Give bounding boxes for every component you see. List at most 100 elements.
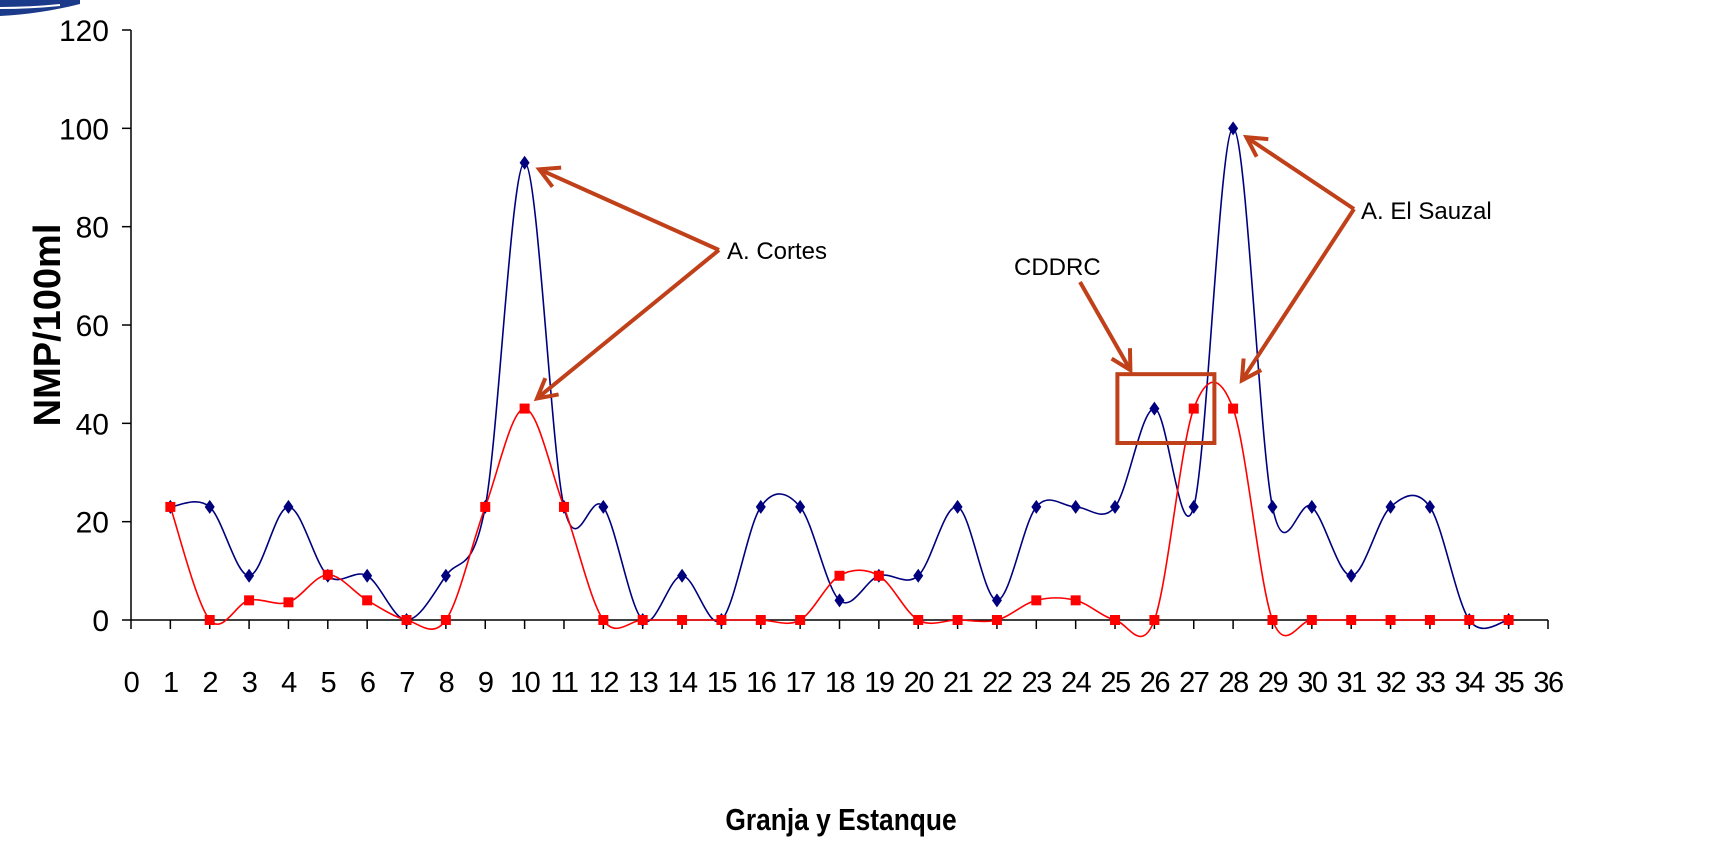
series-1-point: [1385, 499, 1396, 514]
x-tick-label: 19: [864, 667, 894, 699]
annotation-arrow: [1240, 207, 1356, 382]
series-2-point: [795, 615, 806, 625]
x-tick-label: 35: [1494, 667, 1524, 699]
x-tick-label: 5: [320, 667, 335, 699]
series-2-point: [1424, 615, 1435, 625]
annotation-arrow: [538, 167, 720, 252]
series-1-point: [755, 499, 766, 514]
series-1-point: [283, 499, 294, 514]
series-2-point: [716, 615, 727, 625]
x-tick-label: 10: [510, 667, 540, 699]
series-2-point: [1149, 615, 1160, 625]
x-tick-label: 6: [360, 667, 375, 699]
series-1-point: [204, 499, 215, 514]
y-tick-label: 60: [76, 310, 109, 343]
series-layer: [165, 121, 1514, 637]
series-1-point: [795, 499, 806, 514]
x-tick-label: 30: [1297, 667, 1327, 699]
y-tick-label: 80: [76, 212, 109, 245]
series-2-point: [1110, 615, 1121, 625]
series-2-point: [558, 501, 569, 512]
series-1-point: [1070, 499, 1081, 514]
series-1-point: [1228, 121, 1239, 136]
series-2-point: [1385, 615, 1396, 625]
series-2-point: [1031, 595, 1042, 606]
series-1-point: [1424, 499, 1435, 514]
series-1-point: [677, 568, 688, 583]
series-2-point: [1306, 615, 1317, 625]
series-2-point: [834, 570, 845, 581]
x-tick-label: 14: [667, 667, 698, 699]
series-2-point: [1503, 615, 1514, 625]
y-tick-label: 120: [59, 15, 109, 48]
x-tick-label: 2: [202, 667, 217, 699]
x-tick-label: 16: [746, 667, 776, 699]
x-tick-label: 28: [1218, 667, 1248, 699]
annotation-box: [1115, 372, 1217, 445]
x-tick-label: 18: [825, 667, 855, 699]
annotation-arrow: [1078, 281, 1133, 372]
series-1-point: [913, 568, 924, 583]
y-tick-label: 0: [92, 605, 109, 638]
series-1-point: [1267, 499, 1278, 514]
series-1-point: [362, 568, 373, 583]
y-tick-label: 20: [76, 507, 109, 540]
x-tick-label: 20: [904, 667, 934, 699]
series-2-point: [1188, 403, 1199, 414]
annotation-arrowhead: [1110, 348, 1133, 374]
x-tick-label: 25: [1100, 667, 1130, 699]
series-2-point: [322, 569, 333, 580]
series-1-point: [1306, 499, 1317, 514]
y-tick-label: 40: [76, 408, 109, 441]
annotation-label: CDDRC: [1014, 254, 1101, 281]
x-tick-label: 22: [982, 667, 1012, 699]
x-tick-label: 7: [399, 667, 414, 699]
series-2-point: [165, 501, 176, 512]
series-1-point: [519, 155, 530, 170]
annotation-label: A. Cortes: [727, 238, 827, 265]
x-tick-label: 36: [1533, 667, 1563, 699]
x-axis-ticks: 0 1 2 3 4 5 6 7 8 9 10 11 12 13 14 15 16 17 18 19 20 21 22 23 24…: [124, 620, 1564, 699]
series-2-point: [1464, 615, 1475, 625]
x-tick-label: 23: [1022, 667, 1052, 699]
x-axis-title: Granja y Estanque: [725, 803, 956, 837]
series-1-point: [834, 593, 845, 608]
series-1-point: [440, 568, 451, 583]
x-tick-label: 9: [478, 667, 493, 699]
x-tick-label: 4: [281, 667, 297, 699]
series-1-line: [170, 127, 1509, 630]
series-1-point: [991, 593, 1002, 608]
annotation-arrow: [535, 248, 721, 401]
x-tick-label: 29: [1258, 667, 1288, 699]
series-1-point: [1031, 499, 1042, 514]
series-2-point: [1070, 595, 1081, 606]
corner-logo-fragment: [0, 0, 80, 16]
series-2-point: [401, 615, 412, 625]
series-2-point: [204, 615, 215, 625]
x-tick-label: 11: [550, 667, 577, 699]
x-tick-label: 34: [1455, 667, 1486, 699]
x-tick-label: 1: [163, 667, 178, 699]
series-2-point: [362, 595, 373, 606]
series-2-point: [755, 615, 766, 625]
x-tick-label: 33: [1415, 667, 1445, 699]
annotation-layer: A. Cortes CDDRC A. El Sauzal: [533, 134, 1492, 445]
x-tick-label: 0: [124, 667, 139, 699]
series-2-point: [873, 570, 884, 581]
x-tick-label: 17: [786, 667, 816, 699]
series-2-point: [1228, 403, 1239, 414]
x-tick-label: 32: [1376, 667, 1406, 699]
series-2-point: [283, 597, 294, 608]
x-tick-label: 24: [1061, 667, 1092, 699]
series-1-point: [598, 499, 609, 514]
series-1-point: [1346, 568, 1357, 583]
series-1-point: [952, 499, 963, 514]
annotation-arrow: [1245, 135, 1356, 211]
series-2-point: [244, 595, 255, 606]
x-tick-label: 15: [707, 667, 737, 699]
annotation-arrowhead: [1239, 358, 1263, 384]
series-1-point: [1110, 499, 1121, 514]
y-axis-ticks: 0 20 40 60 80 100 120: [59, 15, 131, 638]
x-tick-label: 27: [1179, 667, 1209, 699]
